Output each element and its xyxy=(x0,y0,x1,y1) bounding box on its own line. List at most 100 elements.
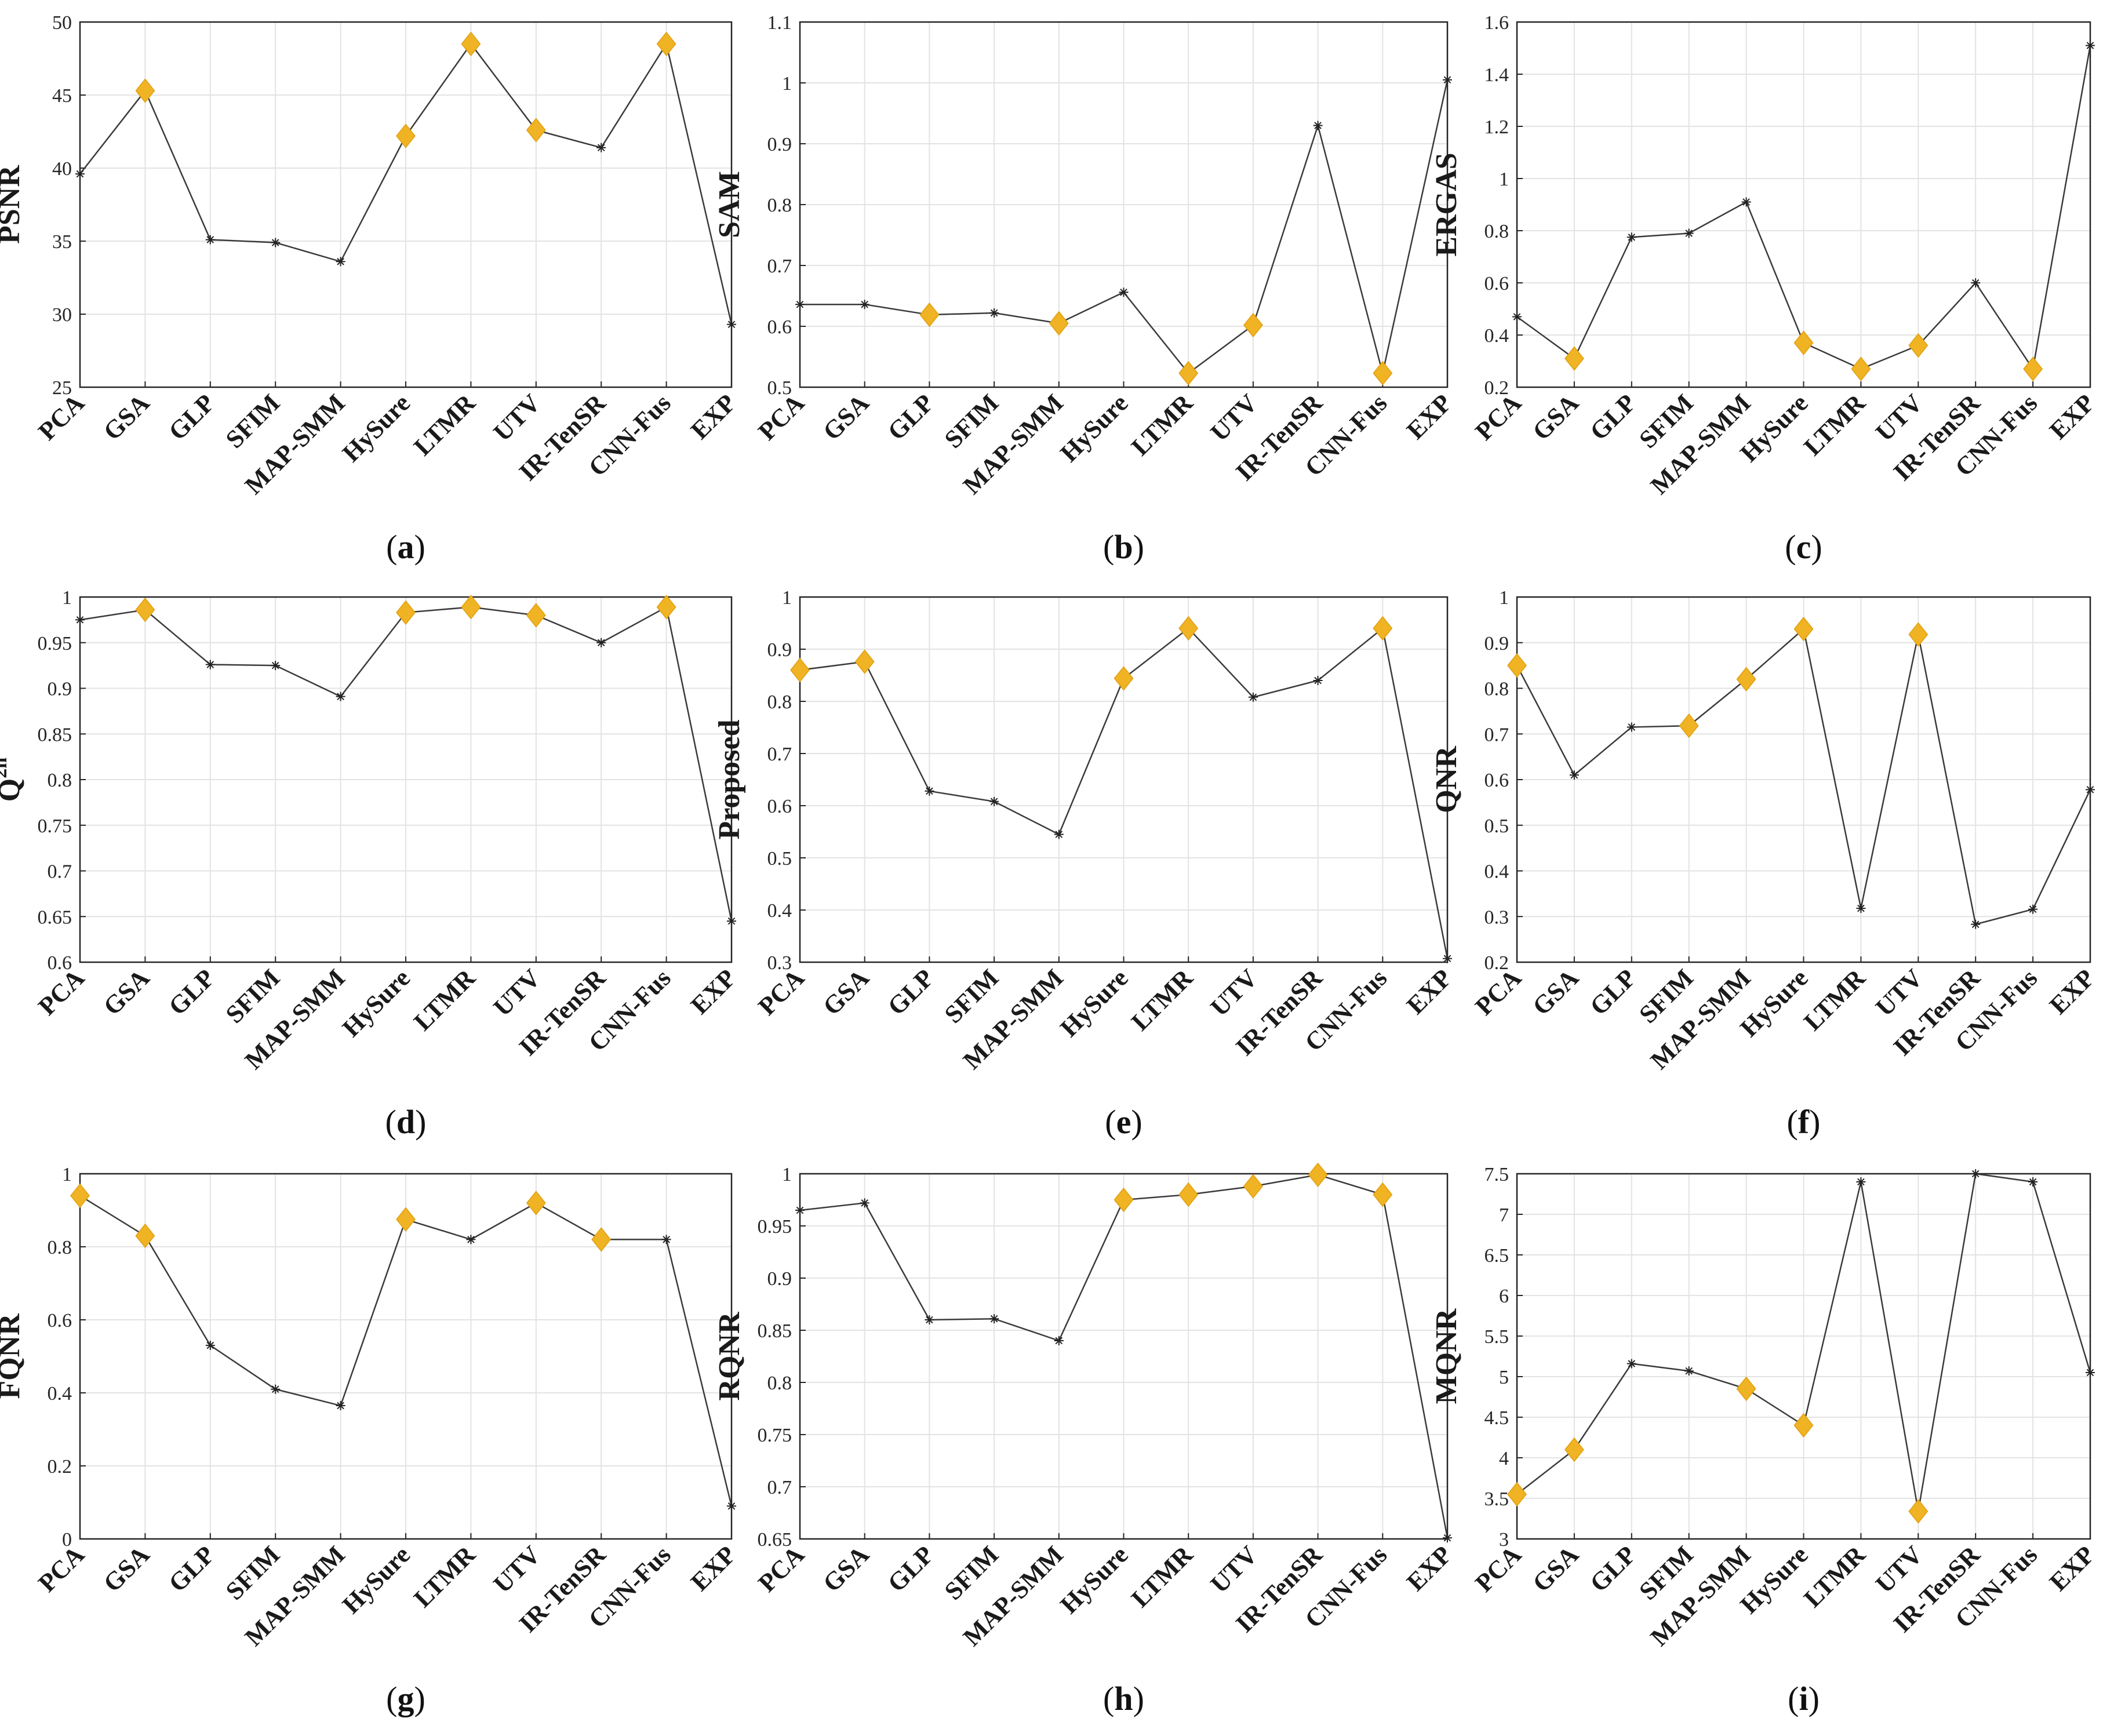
data-point-glp-star xyxy=(1627,232,1636,242)
y-tick-label: 1.6 xyxy=(1484,12,1509,34)
panel-caption: (g) xyxy=(386,1680,425,1717)
data-point-pca-diamond xyxy=(1507,653,1527,678)
star-stroke xyxy=(1857,904,1865,912)
x-tick-label-ltmr: LTMR xyxy=(1126,963,1199,1036)
y-tick-label: 1 xyxy=(1499,169,1509,190)
star-stroke xyxy=(597,144,605,152)
y-tick-label: 0.3 xyxy=(767,952,792,974)
data-point-glp-star xyxy=(205,1341,215,1351)
y-tick-label: 1 xyxy=(782,1164,792,1185)
data-point-pca-diamond xyxy=(790,657,810,683)
y-tick-label: 5.5 xyxy=(1484,1326,1509,1348)
data-point-hysure-diamond xyxy=(1793,330,1814,355)
data-point-exp-star xyxy=(2086,1368,2095,1377)
data-point-ir-tensr-star xyxy=(596,143,606,152)
y-tick-label: 1.4 xyxy=(1484,64,1509,86)
data-point-hysure-diamond xyxy=(1793,616,1814,642)
data-point-hysure-diamond xyxy=(1793,1413,1814,1438)
x-tick-label-gsa: GSA xyxy=(1527,1540,1584,1597)
data-point-sfim-star xyxy=(271,661,281,671)
y-axis-label: SAM xyxy=(713,171,746,238)
y-tick-label: 30 xyxy=(52,304,72,326)
x-tick-label-utv: UTV xyxy=(488,963,546,1021)
star-stroke xyxy=(206,661,214,668)
y-tick-label: 0.7 xyxy=(1484,724,1509,745)
y-tick-label: 0.8 xyxy=(767,1373,792,1394)
y-tick-label: 0.8 xyxy=(48,1237,72,1258)
y-tick-label: 4.5 xyxy=(1484,1407,1509,1429)
data-point-utv-diamond xyxy=(1908,1499,1929,1524)
x-tick-label-ltmr: LTMR xyxy=(408,1540,481,1613)
data-point-hysure-diamond xyxy=(1114,666,1134,691)
star-stroke xyxy=(1971,279,1980,287)
data-point-ltmr-diamond xyxy=(1178,361,1199,386)
panel-caption: (d) xyxy=(385,1103,427,1141)
x-tick-label-utv: UTV xyxy=(1205,388,1263,446)
y-tick-label: 0.65 xyxy=(758,1529,792,1551)
data-point-pca-diamond xyxy=(1507,1482,1527,1507)
data-point-pca-star xyxy=(75,169,85,179)
y-tick-label: 0.5 xyxy=(767,848,792,869)
star-stroke xyxy=(1120,288,1127,296)
data-point-ir-tensr-star xyxy=(1971,278,1981,287)
x-tick-label-glp: GLP xyxy=(163,963,220,1021)
x-tick-label-utv: UTV xyxy=(488,388,546,446)
data-point-hysure-diamond xyxy=(396,600,416,625)
y-axis-label-text: MQNR xyxy=(1430,1308,1463,1404)
y-tick-label: 0.5 xyxy=(1484,816,1509,837)
y-tick-label: 0.6 xyxy=(767,316,792,338)
data-point-map-smm-star xyxy=(336,692,345,701)
x-tick-label-hysure: HySure xyxy=(337,388,416,467)
y-tick-label: 0.4 xyxy=(1484,325,1509,347)
y-tick-label: 0.4 xyxy=(767,900,792,922)
data-point-map-smm-star xyxy=(1741,197,1751,207)
data-point-exp-star xyxy=(1443,1533,1452,1543)
star-stroke xyxy=(1628,233,1636,241)
x-tick-label-exp: EXP xyxy=(2044,388,2100,445)
x-tick-label-utv: UTV xyxy=(1205,963,1263,1021)
y-axis-label-text: PSNR xyxy=(0,165,26,244)
data-point-pca-star xyxy=(795,300,805,310)
data-point-gsa-diamond xyxy=(1564,1437,1584,1462)
data-point-glp-star xyxy=(925,1315,934,1324)
y-tick-label: 1 xyxy=(62,587,72,609)
y-axis-label: PSNR xyxy=(0,165,26,244)
x-tick-label-exp: EXP xyxy=(685,963,741,1020)
y-axis-label-text: Q xyxy=(0,778,26,802)
x-tick-label-utv: UTV xyxy=(1205,1540,1263,1598)
y-tick-label: 0.7 xyxy=(767,1477,792,1498)
y-axis-label: FQNR xyxy=(0,1313,26,1399)
star-stroke xyxy=(1513,313,1521,321)
x-tick-label-ltmr: LTMR xyxy=(408,388,481,461)
data-point-utv-diamond xyxy=(1908,333,1929,358)
star-stroke xyxy=(1055,831,1063,838)
x-tick-label-utv: UTV xyxy=(488,1540,546,1598)
y-tick-label: 0.9 xyxy=(767,134,792,155)
star-stroke xyxy=(76,170,84,178)
x-tick-label-hysure: HySure xyxy=(337,1540,416,1619)
star-stroke xyxy=(926,1316,933,1324)
y-tick-label: 0.8 xyxy=(1484,679,1509,700)
star-stroke xyxy=(1628,723,1636,731)
star-stroke xyxy=(1443,1534,1451,1542)
y-tick-label: 0.7 xyxy=(767,744,792,765)
star-stroke xyxy=(1685,230,1693,237)
y-tick-label: 0.9 xyxy=(48,679,72,700)
x-tick-label-ltmr: LTMR xyxy=(1798,1540,1871,1613)
y-tick-label: 40 xyxy=(52,158,72,180)
star-stroke xyxy=(796,300,804,308)
x-tick-label-pca: PCA xyxy=(32,388,90,446)
y-axis-label: MQNR xyxy=(1430,1308,1463,1404)
data-point-sfim-star xyxy=(1684,1366,1694,1376)
data-point-ir-tensr-star xyxy=(1971,919,1981,929)
y-tick-label: 0.6 xyxy=(48,952,72,974)
data-point-ir-tensr-diamond xyxy=(591,1227,612,1252)
x-tick-label-gsa: GSA xyxy=(98,388,155,446)
star-stroke xyxy=(663,1236,670,1243)
data-point-utv-star xyxy=(1248,692,1258,702)
